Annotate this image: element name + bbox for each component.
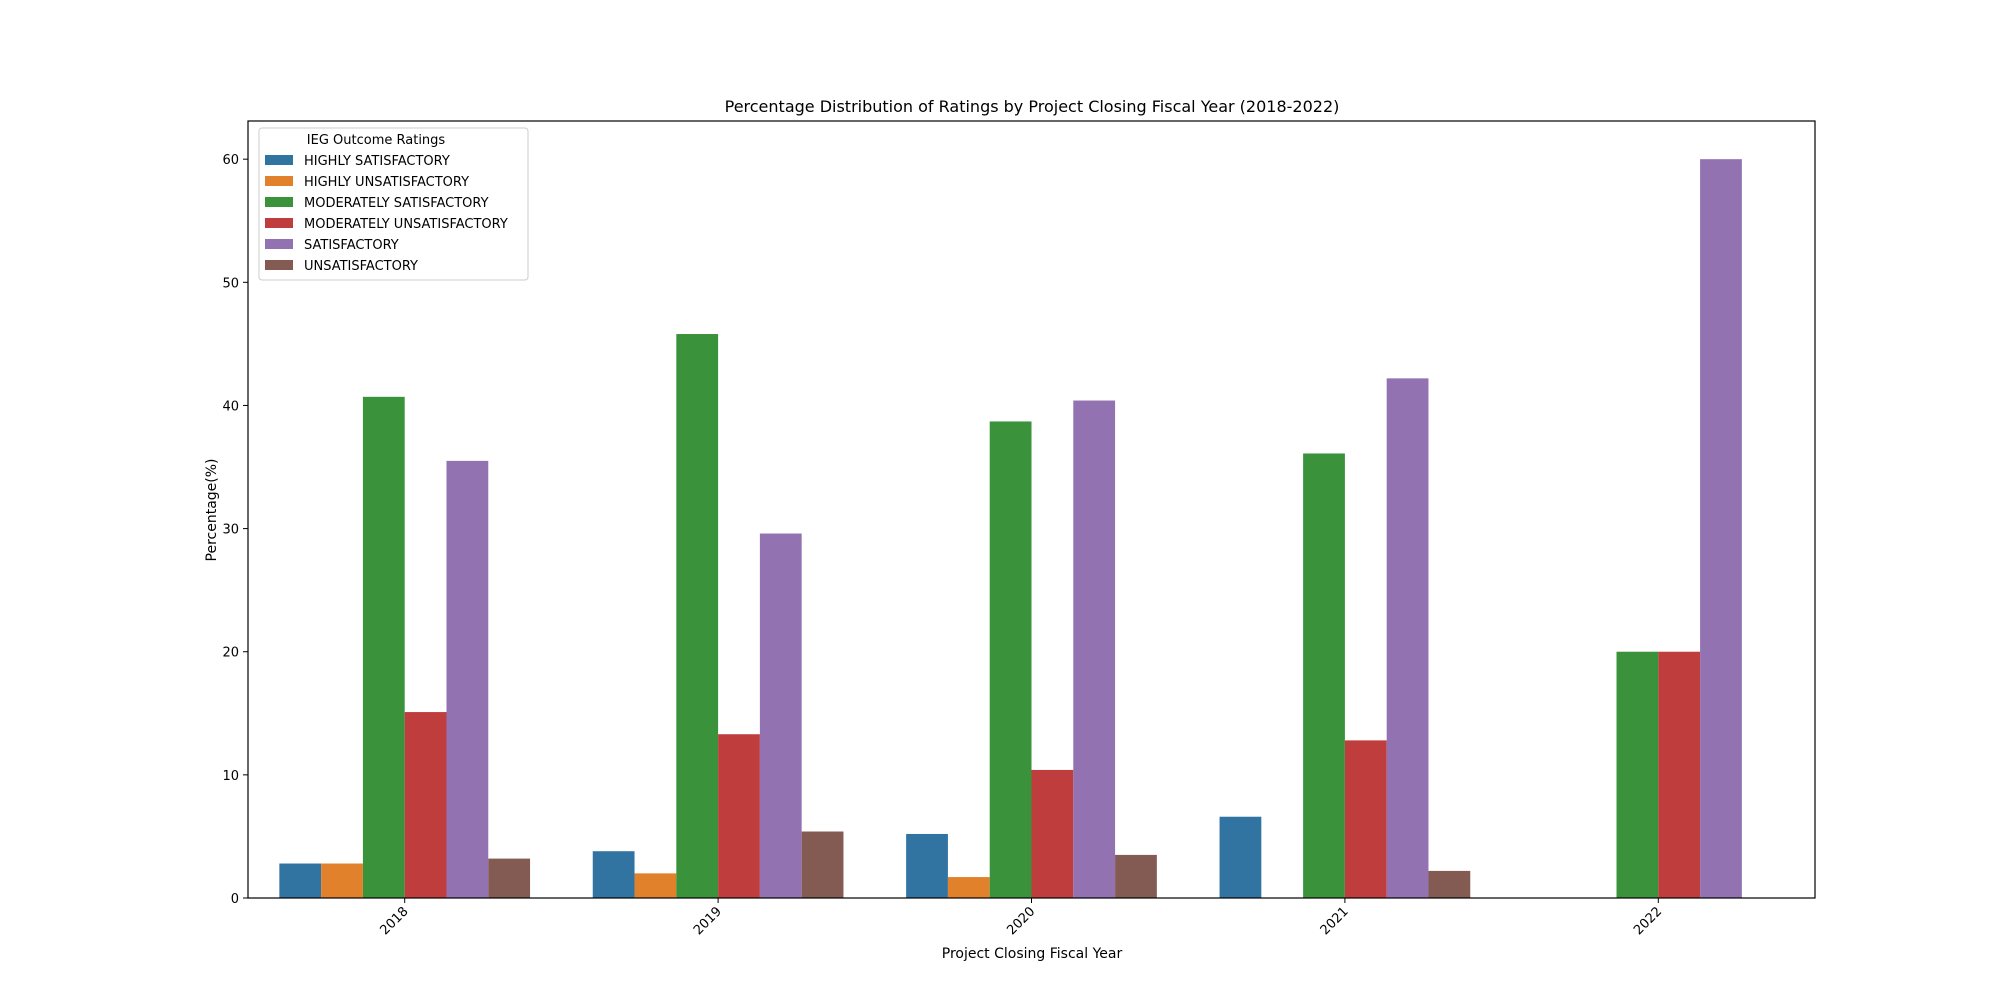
- bar: [488, 858, 531, 898]
- bar: [1219, 816, 1262, 898]
- legend-title: IEG Outcome Ratings: [307, 133, 446, 148]
- bar: [321, 863, 363, 898]
- legend-swatch: [265, 218, 293, 228]
- legend-items: HIGHLY SATISFACTORY HIGHLY UNSATISFACTORY…: [265, 154, 508, 274]
- legend-swatch: [265, 239, 293, 249]
- bar: [718, 734, 760, 898]
- bar: [1428, 870, 1471, 898]
- bars-layer: [279, 159, 1742, 899]
- bar: [634, 873, 677, 898]
- legend-label: SATISFACTORY: [304, 238, 399, 253]
- legend: IEG Outcome Ratings HIGHLY SATISFACTORYH…: [258, 127, 529, 281]
- chart-title: Percentage Distribution of Ratings by Pr…: [725, 97, 1340, 116]
- legend-label: MODERATELY SATISFACTORY: [304, 196, 489, 211]
- legend-box: [258, 127, 529, 281]
- y-tick-label: 60: [222, 153, 239, 168]
- bar: [404, 712, 447, 898]
- bar: [1031, 769, 1074, 898]
- legend-swatch: [265, 260, 293, 270]
- y-tick-label: 50: [222, 276, 239, 291]
- legend-swatch: [265, 197, 293, 207]
- x-tick-label: 2018: [378, 904, 412, 938]
- x-axis: 2018 2019 2020 2021 2022: [378, 898, 1665, 938]
- bar: [676, 334, 719, 898]
- bar: [801, 831, 844, 898]
- x-tick-label: 2020: [1004, 904, 1038, 938]
- bar: [362, 396, 405, 898]
- bar: [1386, 378, 1429, 898]
- bar: [759, 533, 802, 898]
- legend-label: UNSATISFACTORY: [304, 259, 418, 274]
- bar: [592, 851, 635, 898]
- y-axis: 0 10 20 30 40 50 60: [222, 153, 248, 907]
- y-axis-label: Percentage(%): [204, 459, 220, 562]
- bar: [1658, 651, 1701, 898]
- legend-label: MODERATELY UNSATISFACTORY: [304, 217, 508, 232]
- bar: [1115, 854, 1157, 898]
- x-tick-label: 2022: [1631, 904, 1665, 938]
- bar: [906, 833, 948, 898]
- legend-swatch: [265, 176, 293, 186]
- bar: [1073, 400, 1116, 898]
- bar: [989, 421, 1032, 898]
- legend-label: HIGHLY UNSATISFACTORY: [304, 175, 469, 190]
- bar: [1700, 159, 1742, 899]
- x-tick-label: 2021: [1318, 904, 1352, 938]
- x-tick-label: 2019: [691, 904, 725, 938]
- legend-swatch: [265, 155, 293, 165]
- x-axis-label: Project Closing Fiscal Year: [942, 946, 1123, 962]
- bar: [1344, 740, 1387, 898]
- y-tick-label: 30: [222, 523, 239, 538]
- bar: [1303, 453, 1345, 898]
- y-tick-label: 0: [231, 892, 239, 907]
- y-tick-label: 40: [222, 399, 239, 414]
- bar: [1616, 651, 1659, 898]
- legend-label: HIGHLY SATISFACTORY: [304, 154, 450, 169]
- y-tick-label: 10: [222, 769, 239, 784]
- bar: [446, 460, 489, 898]
- y-tick-label: 20: [222, 646, 239, 661]
- bar: [947, 877, 990, 898]
- bar: [279, 863, 322, 898]
